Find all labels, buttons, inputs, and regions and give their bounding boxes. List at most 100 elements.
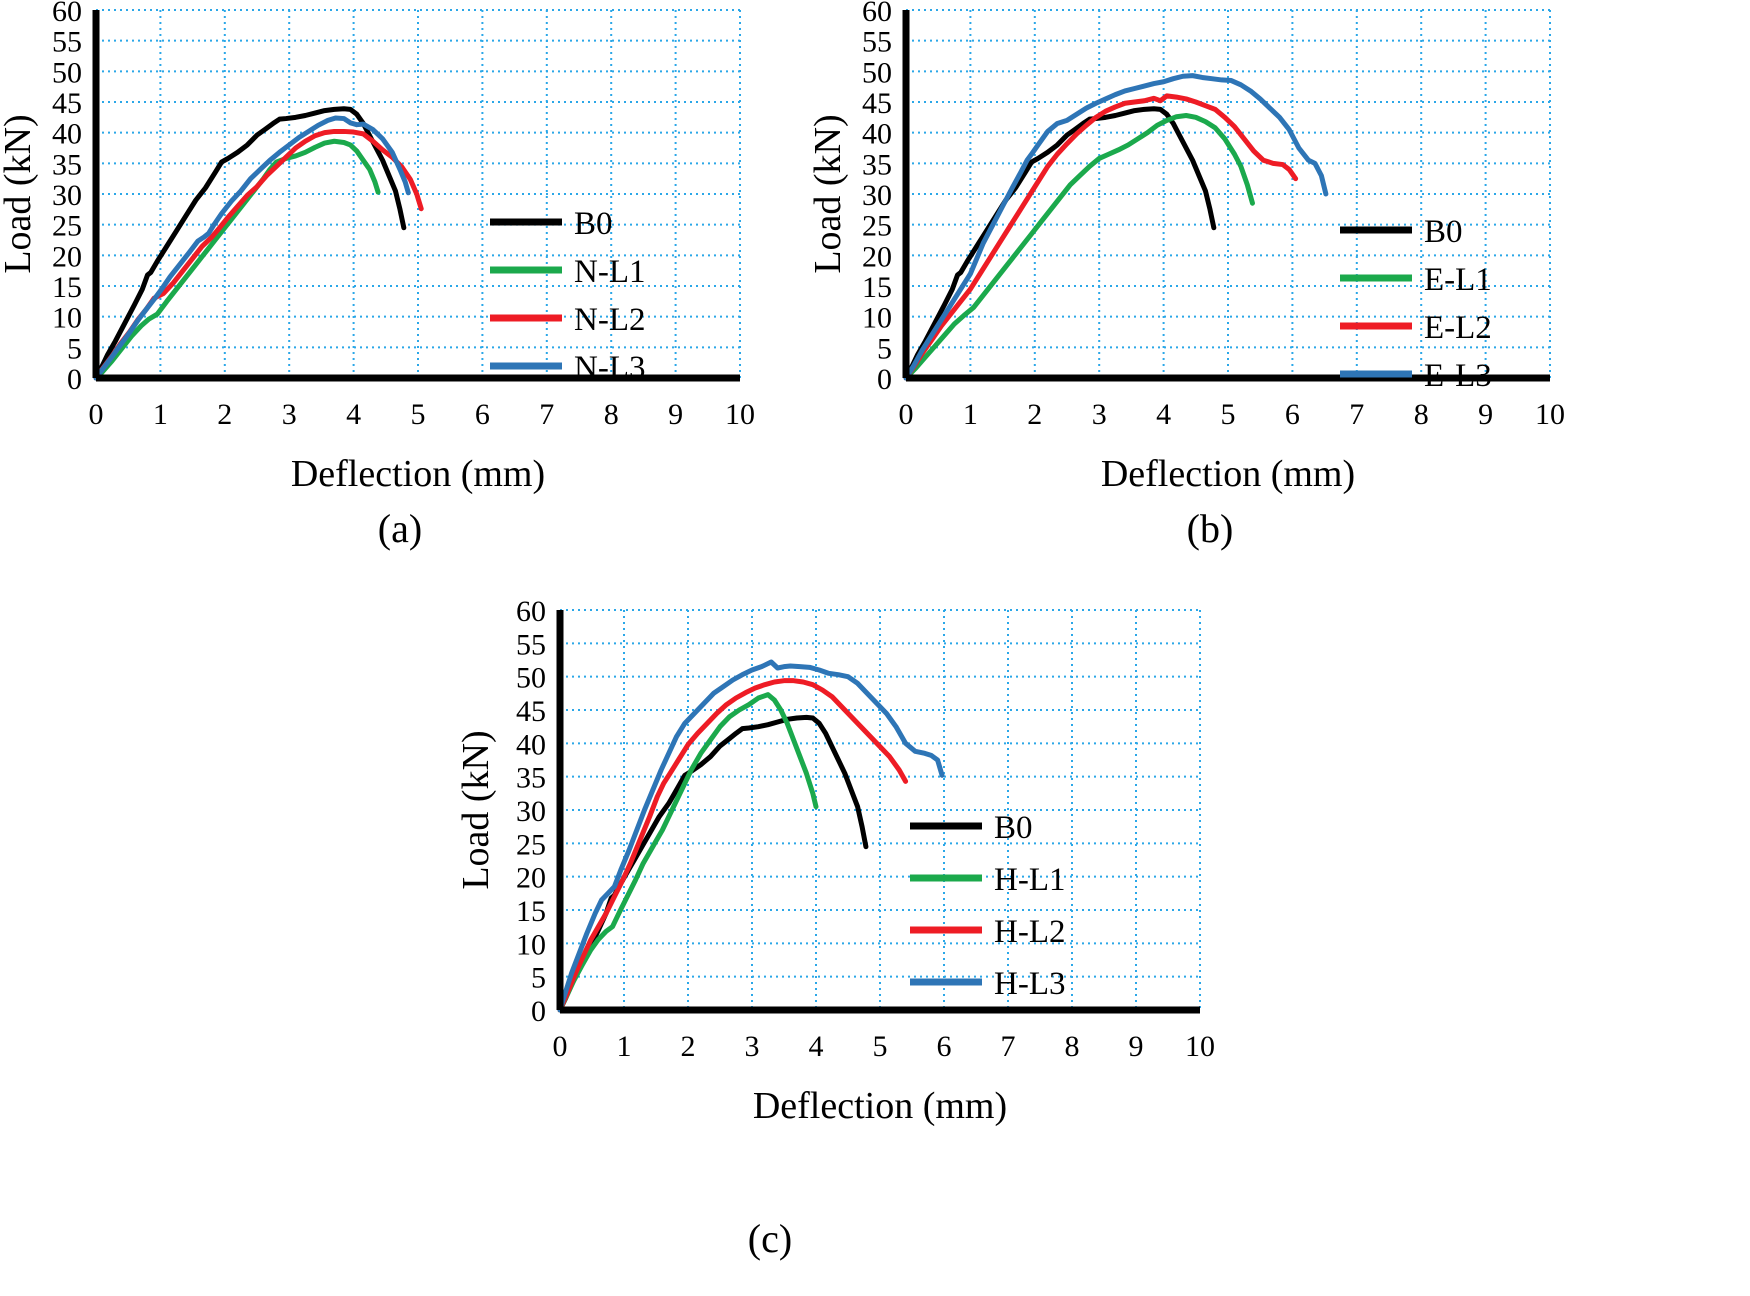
y-tick-label: 55 [52, 26, 82, 59]
series-line-e-l3 [903, 73, 1329, 381]
y-tick-label: 5 [877, 332, 892, 365]
y-axis-title: Load (kN) [810, 114, 849, 273]
series-line-e-l2 [903, 93, 1299, 381]
series-line-n-l3 [93, 115, 411, 381]
y-tick-label: 40 [862, 118, 892, 151]
y-tick-label: 35 [862, 148, 892, 181]
x-tick-label: 4 [809, 1030, 824, 1063]
x-tick-label: 3 [1092, 398, 1107, 431]
x-axis-title: Deflection (mm) [1101, 453, 1355, 495]
y-tick-label: 40 [516, 728, 546, 761]
legend-label-h-l2: H-L2 [994, 914, 1065, 950]
x-tick-label: 5 [411, 398, 426, 431]
y-tick-label: 45 [52, 87, 82, 120]
x-tick-label: 4 [1156, 398, 1171, 431]
y-tick-label: 15 [862, 271, 892, 304]
y-tick-label: 5 [531, 962, 546, 995]
y-tick-label: 50 [52, 56, 82, 89]
y-tick-label: 0 [531, 995, 546, 1028]
x-tick-label: 1 [617, 1030, 632, 1063]
x-tick-label: 8 [1414, 398, 1429, 431]
x-tick-label: 8 [1065, 1030, 1080, 1063]
y-tick-label: 30 [52, 179, 82, 212]
y-tick-label: 0 [877, 363, 892, 396]
y-tick-label: 60 [516, 595, 546, 628]
legend-label-n-l2: N-L2 [574, 302, 645, 338]
legend-label-b0: B0 [1424, 214, 1463, 250]
x-tick-label: 9 [668, 398, 683, 431]
x-axis-title: Deflection (mm) [753, 1085, 1007, 1127]
x-tick-label: 4 [346, 398, 361, 431]
x-tick-label: 6 [475, 398, 490, 431]
x-tick-label: 9 [1478, 398, 1493, 431]
series-line-h-l1 [557, 692, 819, 1013]
series-line-h-l2 [557, 678, 909, 1013]
y-tick-label: 25 [52, 210, 82, 243]
y-tick-label: 5 [67, 332, 82, 365]
x-tick-label: 7 [1001, 1030, 1016, 1063]
x-tick-label: 5 [1221, 398, 1236, 431]
y-tick-label: 30 [516, 795, 546, 828]
x-tick-label: 9 [1129, 1030, 1144, 1063]
x-tick-label: 7 [1349, 398, 1364, 431]
y-tick-label: 50 [516, 662, 546, 695]
x-tick-label: 6 [937, 1030, 952, 1063]
y-tick-label: 60 [862, 0, 892, 28]
legend-label-b0: B0 [574, 206, 613, 242]
y-tick-label: 35 [52, 148, 82, 181]
x-tick-label: 8 [604, 398, 619, 431]
y-tick-label: 15 [516, 895, 546, 928]
x-tick-label: 1 [963, 398, 978, 431]
y-tick-label: 55 [516, 628, 546, 661]
y-tick-label: 10 [862, 302, 892, 335]
y-tick-label: 30 [862, 179, 892, 212]
legend-label-h-l1: H-L1 [994, 862, 1065, 898]
x-axis-title: Deflection (mm) [291, 453, 545, 495]
x-tick-label: 2 [1027, 398, 1042, 431]
y-tick-label: 20 [516, 862, 546, 895]
y-tick-label: 10 [516, 928, 546, 961]
panel-caption-b: (b) [1186, 506, 1234, 551]
y-tick-label: 40 [52, 118, 82, 151]
panel-caption-c: (c) [747, 1216, 793, 1261]
x-tick-label: 3 [745, 1030, 760, 1063]
series-line-b0 [903, 106, 1217, 381]
y-tick-label: 0 [67, 363, 82, 396]
y-tick-label: 25 [862, 210, 892, 243]
y-axis-title: Load (kN) [0, 114, 39, 273]
legend-label-e-l3: E-L3 [1424, 358, 1492, 394]
x-tick-label: 1 [153, 398, 168, 431]
x-tick-label: 10 [1185, 1030, 1215, 1063]
legend-label-e-l2: E-L2 [1424, 310, 1492, 346]
chart-panel-c: 0 5 10 15 20 25 30 35 40 45 50 55 60 0 1 2 3 4 5 6 7 8 9 10 Defl… [440, 590, 1240, 1290]
y-tick-label: 60 [52, 0, 82, 28]
y-tick-label: 45 [516, 695, 546, 728]
y-tick-label: 10 [52, 302, 82, 335]
series-line-e-l1 [903, 112, 1255, 381]
x-tick-label: 5 [873, 1030, 888, 1063]
x-tick-label: 6 [1285, 398, 1300, 431]
x-tick-label: 7 [539, 398, 554, 431]
legend-label-h-l3: H-L3 [994, 966, 1065, 1002]
legend-label-n-l3: N-L3 [574, 350, 645, 386]
x-tick-label: 3 [282, 398, 297, 431]
y-tick-label: 55 [862, 26, 892, 59]
x-tick-label: 2 [217, 398, 232, 431]
y-tick-label: 35 [516, 762, 546, 795]
y-tick-label: 20 [862, 240, 892, 273]
y-tick-label: 25 [516, 828, 546, 861]
y-tick-label: 20 [52, 240, 82, 273]
x-tick-label: 0 [899, 398, 914, 431]
x-tick-label: 2 [681, 1030, 696, 1063]
legend-label-e-l1: E-L1 [1424, 262, 1492, 298]
y-tick-label: 45 [862, 87, 892, 120]
series-line-h-l3 [557, 659, 945, 1013]
chart-panel-a: 0 5 10 15 20 25 30 35 40 45 50 55 60 0 1 2 3 4 5 6 7 8 9 10 Defl… [0, 0, 800, 570]
x-tick-label: 0 [553, 1030, 568, 1063]
y-tick-label: 15 [52, 271, 82, 304]
chart-panel-b: 0 5 10 15 20 25 30 35 40 45 50 55 60 0 1 2 3 4 5 6 7 8 9 10 Defl… [810, 0, 1610, 570]
panel-caption-a: (a) [377, 506, 423, 551]
